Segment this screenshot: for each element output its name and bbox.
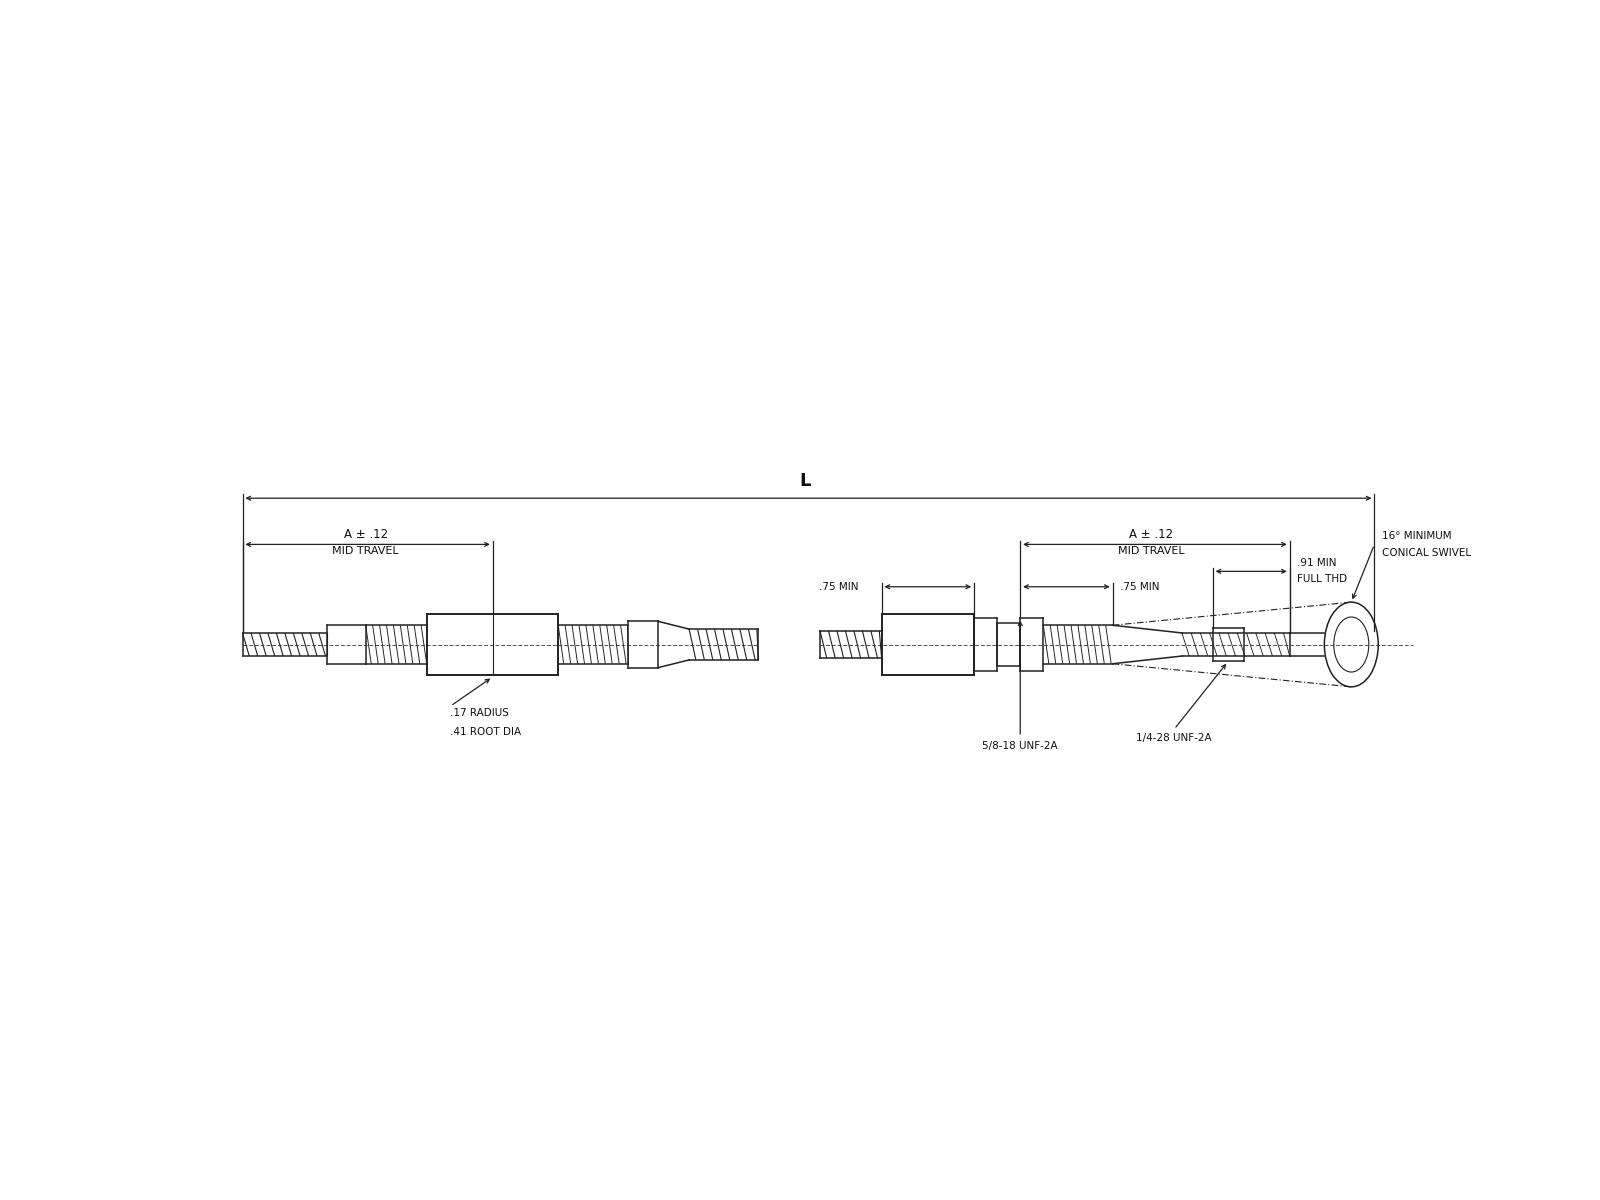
Text: .75 MIN: .75 MIN	[1120, 582, 1160, 592]
Text: .75 MIN: .75 MIN	[819, 582, 859, 592]
Text: CONICAL SWIVEL: CONICAL SWIVEL	[1382, 548, 1472, 558]
Text: A ± .12: A ± .12	[344, 528, 387, 540]
Text: .41 ROOT DIA: .41 ROOT DIA	[451, 727, 522, 737]
Text: FULL THD: FULL THD	[1298, 575, 1347, 584]
Text: .17 RADIUS: .17 RADIUS	[451, 708, 509, 719]
Text: MID TRAVEL: MID TRAVEL	[333, 546, 398, 556]
Text: .91 MIN: .91 MIN	[1298, 558, 1338, 569]
Text: 5/8-18 UNF-2A: 5/8-18 UNF-2A	[982, 740, 1058, 751]
Text: L: L	[798, 473, 810, 491]
Text: MID TRAVEL: MID TRAVEL	[1118, 546, 1184, 556]
Text: A ± .12: A ± .12	[1130, 528, 1173, 540]
Text: 16° MINIMUM: 16° MINIMUM	[1382, 530, 1451, 540]
Text: 1/4-28 UNF-2A: 1/4-28 UNF-2A	[1136, 733, 1213, 743]
